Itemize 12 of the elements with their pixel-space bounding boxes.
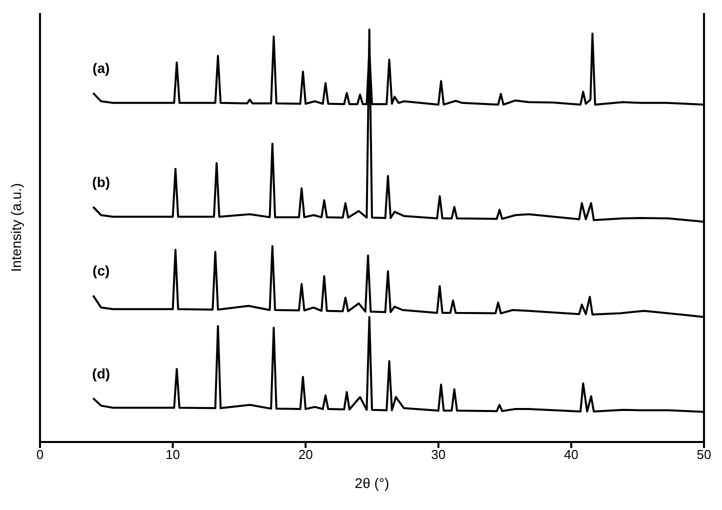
x-tick-label: 30 [431, 447, 446, 462]
x-tick-label: 50 [696, 447, 712, 462]
x-tick-label: 0 [36, 447, 44, 462]
x-tick-label: 40 [564, 447, 578, 462]
x-tick-label: 20 [298, 447, 313, 462]
x-tick-label: 10 [166, 447, 180, 462]
series-label: (b) [92, 174, 110, 190]
series-label: (c) [92, 262, 110, 279]
series-label: (d) [92, 365, 110, 382]
x-axis-title: 2θ (°) [354, 475, 390, 491]
series-label: (a) [92, 60, 110, 76]
y-axis-title: Intensity (a.u.) [8, 183, 24, 272]
